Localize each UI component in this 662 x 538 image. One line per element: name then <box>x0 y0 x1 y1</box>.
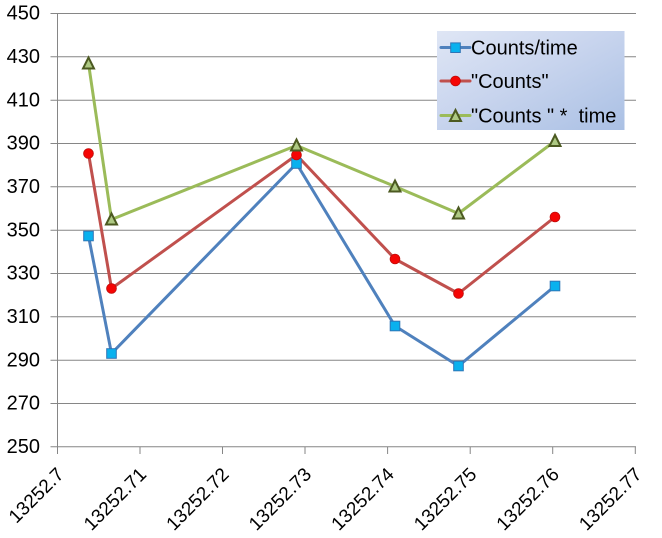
svg-text:"Counts " * time: "Counts " * time <box>471 106 616 128</box>
svg-text:350: 350 <box>7 219 40 241</box>
svg-text:330: 330 <box>7 263 40 285</box>
svg-text:250: 250 <box>7 436 40 458</box>
svg-text:270: 270 <box>7 393 40 415</box>
svg-text:290: 290 <box>7 349 40 371</box>
svg-text:310: 310 <box>7 306 40 328</box>
svg-text:450: 450 <box>7 3 40 25</box>
svg-text:"Counts": "Counts" <box>471 71 549 93</box>
svg-text:430: 430 <box>7 46 40 68</box>
svg-text:370: 370 <box>7 176 40 198</box>
svg-text:410: 410 <box>7 89 40 111</box>
svg-text:Counts/time: Counts/time <box>471 38 578 60</box>
svg-text:390: 390 <box>7 133 40 155</box>
